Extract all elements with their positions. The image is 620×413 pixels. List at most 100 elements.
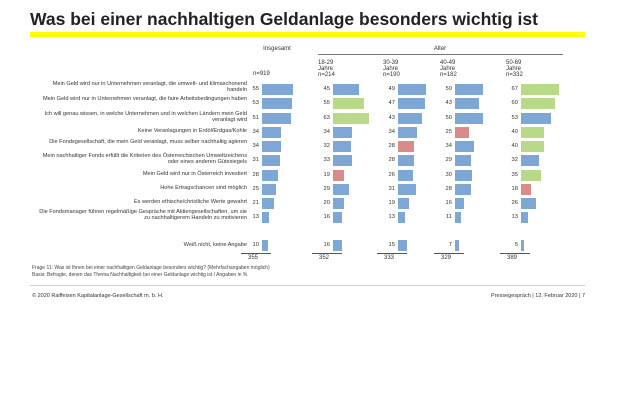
value-label: 67 — [511, 86, 518, 92]
bar — [521, 84, 559, 95]
value-label: 30 — [445, 172, 452, 178]
age-group-unit: Jahre — [383, 66, 399, 72]
bar — [262, 170, 278, 181]
value-label: 49 — [388, 86, 395, 92]
bar — [333, 170, 344, 181]
bar — [398, 127, 418, 138]
bar — [333, 127, 353, 138]
copyright-text: © 2020 Raiffeisen Kapitalanlage-Gesellsc… — [32, 293, 164, 299]
bar — [521, 170, 541, 181]
age-group-unit: Jahre — [506, 66, 522, 72]
bar — [521, 184, 532, 195]
value-label: 13 — [511, 214, 518, 220]
bar — [398, 113, 423, 124]
row-label: Mein Geld wird nur in Österreich investi… — [142, 171, 247, 177]
value-label: 31 — [388, 186, 395, 192]
value-label: 5 — [514, 242, 518, 248]
bar — [455, 170, 472, 181]
header-group-line — [318, 54, 563, 55]
age-group-range: 30-39 — [383, 60, 399, 66]
age-group-n: n=332 — [506, 72, 523, 78]
bar — [521, 240, 524, 251]
value-label: 28 — [388, 143, 395, 149]
value-label: 55 — [323, 100, 330, 106]
bar — [455, 113, 484, 124]
row-label: Keine Veranlagungen in Erdöl/Erdgas/Kohl… — [137, 128, 247, 134]
bar — [455, 141, 475, 152]
value-label: 13 — [252, 214, 259, 220]
value-label: 53 — [252, 100, 259, 106]
value-label: 34 — [252, 129, 259, 135]
total-value: 333 — [383, 255, 394, 261]
total-value: 329 — [440, 255, 451, 261]
bar — [333, 113, 369, 124]
age-group-unit: Jahre — [318, 66, 334, 72]
bar — [398, 155, 414, 166]
age-group-n: n=214 — [318, 72, 335, 78]
value-label: 63 — [323, 115, 330, 121]
value-label: 50 — [445, 115, 452, 121]
page-info: Pressegespräch | 12. Februar 2020 | 7 — [491, 293, 585, 299]
value-label: 34 — [388, 129, 395, 135]
row-label: Die Fondsmanager führen regelmäßige Gesp… — [39, 209, 247, 222]
bar — [455, 198, 465, 209]
bar — [262, 212, 270, 223]
title-accent-bar — [30, 32, 585, 37]
age-group-range: 18-29 — [318, 60, 334, 66]
bar — [521, 141, 544, 152]
value-label: 43 — [388, 115, 395, 121]
bar — [398, 141, 414, 152]
total-separator — [241, 253, 271, 254]
bar — [455, 98, 480, 109]
page-title: Was bei einer nachhaltigen Geldanlage be… — [30, 9, 538, 29]
bar — [521, 155, 540, 166]
row-label: Es werden ethische/christliche Werte gew… — [133, 199, 247, 205]
value-label: 47 — [388, 100, 395, 106]
total-value: 352 — [318, 255, 329, 261]
bar — [398, 170, 413, 181]
age-group-n: n=182 — [440, 72, 457, 78]
row-label: Mein nachhaltiger Fonds erfüllt die Krit… — [42, 153, 247, 166]
value-label: 28 — [445, 186, 452, 192]
bar — [455, 84, 484, 95]
footer-divider — [30, 285, 585, 286]
value-label: 50 — [445, 86, 452, 92]
value-label: 32 — [511, 157, 518, 163]
footnote-question: Frage 11: Was ist Ihnen bei einer nachha… — [32, 265, 270, 271]
bar — [398, 84, 426, 95]
value-label: 18 — [511, 186, 518, 192]
header-n-total: n=919 — [253, 71, 270, 77]
row-label: Mein Geld wird nur in Unternehmen veranl… — [43, 96, 247, 102]
bar — [455, 127, 470, 138]
value-label: 16 — [323, 242, 330, 248]
value-label: 34 — [323, 129, 330, 135]
value-label: 25 — [252, 186, 259, 192]
value-label: 29 — [323, 186, 330, 192]
value-label: 29 — [445, 157, 452, 163]
bar — [262, 198, 274, 209]
bar — [398, 212, 406, 223]
age-group-range: 40-49 — [440, 60, 456, 66]
value-label: 19 — [323, 172, 330, 178]
value-label: 16 — [445, 200, 452, 206]
value-label: 7 — [448, 242, 452, 248]
bar — [262, 98, 293, 109]
bar — [333, 212, 343, 223]
value-label: 34 — [252, 143, 259, 149]
bar — [521, 113, 552, 124]
value-label: 33 — [323, 157, 330, 163]
value-label: 60 — [511, 100, 518, 106]
value-label: 45 — [323, 86, 330, 92]
total-separator — [377, 253, 407, 254]
value-label: 21 — [252, 200, 259, 206]
age-group-range: 50-69 — [506, 60, 522, 66]
value-label: 15 — [388, 242, 395, 248]
bar — [521, 212, 529, 223]
bar — [333, 98, 365, 109]
age-group-unit: Jahre — [440, 66, 456, 72]
bar — [333, 184, 350, 195]
row-label: Hohe Ertragschancen sind möglich — [160, 185, 247, 191]
header-alter: Alter — [433, 46, 447, 52]
bar — [333, 155, 352, 166]
value-label: 13 — [388, 214, 395, 220]
